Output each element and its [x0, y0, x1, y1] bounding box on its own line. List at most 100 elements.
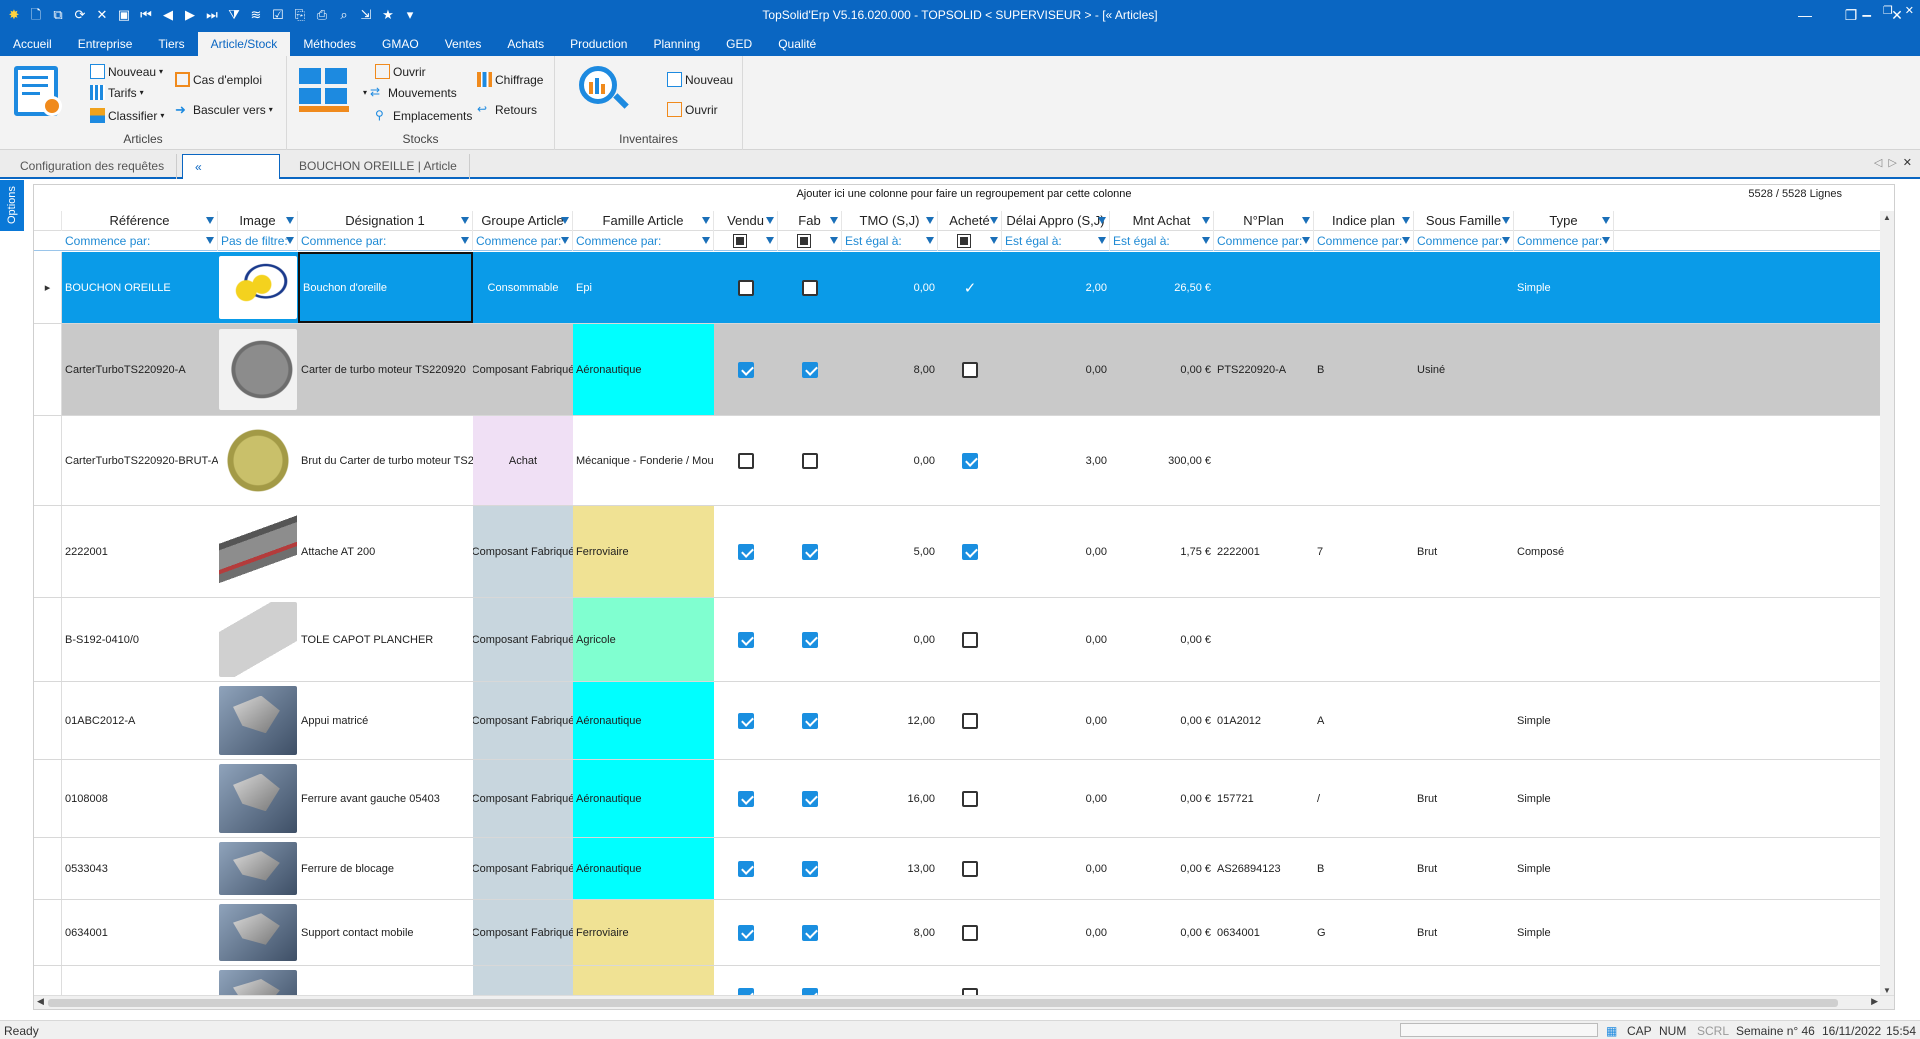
row-indicator[interactable] — [34, 900, 62, 965]
cell-indice[interactable]: B — [1314, 324, 1414, 415]
menu-tab-planning[interactable]: Planning — [653, 37, 701, 51]
column-header-sousfam[interactable]: Sous Famille — [1414, 211, 1514, 231]
cell-mnt[interactable]: 300,00 € — [1110, 416, 1214, 505]
copy-icon[interactable]: ⎘ — [294, 7, 306, 22]
cell-plan[interactable]: PTS220920-A — [1214, 324, 1314, 415]
cell-designation[interactable]: Ferrure de blocage — [298, 838, 473, 899]
cell-tmo[interactable] — [842, 966, 938, 997]
cell-indice[interactable] — [1314, 252, 1414, 323]
first-icon[interactable]: ⏮ — [140, 7, 152, 22]
cell-tmo[interactable]: 0,00 — [842, 252, 938, 323]
column-filter-icon[interactable] — [702, 217, 710, 224]
cell-famille[interactable]: Ferroviaire — [573, 900, 714, 965]
column-header-famille[interactable]: Famille Article — [573, 211, 714, 231]
cell-reference[interactable]: CarterTurboTS220920-A — [62, 324, 218, 415]
checkbox-achete[interactable] — [962, 361, 978, 378]
cell-mnt[interactable] — [1110, 966, 1214, 997]
column-filter-icon[interactable] — [990, 217, 998, 224]
refresh-icon[interactable]: ⟳ — [74, 7, 86, 22]
checkbox-vendu[interactable] — [738, 543, 754, 560]
cell-type[interactable]: Simple — [1514, 900, 1614, 965]
cell-groupe[interactable]: Composant Fabriqué — [473, 598, 573, 681]
filter-cell-designation[interactable]: Commence par: — [298, 231, 473, 251]
articles-big-icon[interactable] — [14, 66, 62, 116]
filter-cell-plan[interactable]: Commence par: — [1214, 231, 1314, 251]
cell-designation[interactable] — [298, 966, 473, 997]
checkbox-fab[interactable] — [802, 452, 818, 469]
cell-sousfam[interactable] — [1414, 682, 1514, 759]
tab-bouchon-oreille[interactable]: BOUCHON OREILLE | Article — [287, 154, 470, 179]
menu-tab-qualit-[interactable]: Qualité — [778, 37, 817, 51]
favorite-icon[interactable]: ★ — [382, 7, 394, 22]
row-indicator[interactable] — [34, 760, 62, 837]
ribbon-minimize-icon[interactable]: ▁ — [1862, 5, 1871, 17]
stocks-big-icon[interactable] — [299, 68, 351, 116]
cell-image[interactable] — [218, 682, 298, 759]
cell-achete[interactable] — [938, 760, 1002, 837]
cell-reference[interactable]: 0533043 — [62, 838, 218, 899]
checkbox-achete[interactable] — [962, 924, 978, 941]
cell-sousfam[interactable] — [1414, 416, 1514, 505]
checkbox-fab[interactable] — [802, 631, 818, 648]
column-header-image[interactable]: Image — [218, 211, 298, 231]
cell-achete[interactable] — [938, 416, 1002, 505]
column-filter-icon[interactable] — [1098, 217, 1106, 224]
cell-type[interactable]: Simple — [1514, 682, 1614, 759]
cell-type[interactable] — [1514, 966, 1614, 997]
cell-mnt[interactable]: 26,50 € — [1110, 252, 1214, 323]
filter-checkbox[interactable] — [732, 234, 747, 248]
cell-reference[interactable]: B-S192-0410/0 — [62, 598, 218, 681]
cell-delai[interactable]: 0,00 — [1002, 838, 1110, 899]
cell-achete[interactable]: ✓ — [938, 252, 1002, 323]
cell-mnt[interactable]: 0,00 € — [1110, 900, 1214, 965]
cell-type[interactable]: Simple — [1514, 760, 1614, 837]
cell-delai[interactable]: 2,00 — [1002, 252, 1110, 323]
menu-tab-gmao[interactable]: GMAO — [382, 37, 419, 51]
cell-achete[interactable] — [938, 506, 1002, 597]
open-icon[interactable]: ⧉ — [53, 7, 63, 22]
cell-plan[interactable]: 157721 — [1214, 760, 1314, 837]
checkbox-achete[interactable] — [962, 452, 978, 469]
cell-delai[interactable]: 3,00 — [1002, 416, 1110, 505]
cell-reference[interactable]: 01ABC2012-A — [62, 682, 218, 759]
column-header-mnt[interactable]: Mnt Achat — [1110, 211, 1214, 231]
vertical-scrollbar[interactable]: ▲ ▼ — [1880, 211, 1894, 997]
filter-dropdown-icon[interactable] — [1502, 237, 1510, 244]
cell-tmo[interactable]: 13,00 — [842, 838, 938, 899]
menu-tab-achats[interactable]: Achats — [507, 37, 545, 51]
inventaire-big-icon[interactable] — [579, 66, 629, 114]
checkbox-vendu[interactable] — [738, 860, 754, 877]
column-header-indice[interactable]: Indice plan — [1314, 211, 1414, 231]
options-side-tab[interactable]: Options — [0, 180, 24, 231]
cell-achete[interactable] — [938, 598, 1002, 681]
cell-groupe[interactable]: Composant Fabriqué — [473, 506, 573, 597]
cell-vendu[interactable] — [714, 416, 778, 505]
cell-vendu[interactable] — [714, 966, 778, 997]
cell-famille[interactable]: Aéronautique — [573, 682, 714, 759]
checkbox-fab[interactable] — [802, 279, 818, 296]
cell-reference[interactable]: BOUCHON OREILLE — [62, 252, 218, 323]
column-header-achete[interactable]: Acheté — [938, 211, 1002, 231]
row-indicator[interactable] — [34, 324, 62, 415]
filter-dropdown-icon[interactable] — [926, 237, 934, 244]
cell-designation[interactable]: Attache AT 200 — [298, 506, 473, 597]
cell-indice[interactable] — [1314, 966, 1414, 997]
app-icon[interactable]: ✸ — [8, 7, 20, 22]
cell-fab[interactable] — [778, 682, 842, 759]
cell-indice[interactable]: B — [1314, 838, 1414, 899]
row-indicator[interactable] — [34, 506, 62, 597]
filter-cell-type[interactable]: Commence par: — [1514, 231, 1614, 251]
menu-tab-tiers[interactable]: Tiers — [158, 37, 185, 51]
cell-sousfam[interactable] — [1414, 966, 1514, 997]
ribbon-restore-icon[interactable]: ❐ — [1882, 5, 1893, 17]
column-header-fab[interactable]: Fab — [778, 211, 842, 231]
cell-tmo[interactable]: 12,00 — [842, 682, 938, 759]
cell-designation[interactable]: Appui matricé — [298, 682, 473, 759]
cell-designation[interactable]: Carter de turbo moteur TS220920 — [298, 324, 473, 415]
menu-tab-ged[interactable]: GED — [726, 37, 753, 51]
cell-famille[interactable]: Aéronautique — [573, 760, 714, 837]
filter-cell-vendu[interactable] — [714, 231, 778, 251]
minimize-button[interactable]: — — [1798, 7, 1812, 23]
cell-plan[interactable]: 0634001 — [1214, 900, 1314, 965]
checkbox-vendu[interactable] — [738, 361, 754, 378]
